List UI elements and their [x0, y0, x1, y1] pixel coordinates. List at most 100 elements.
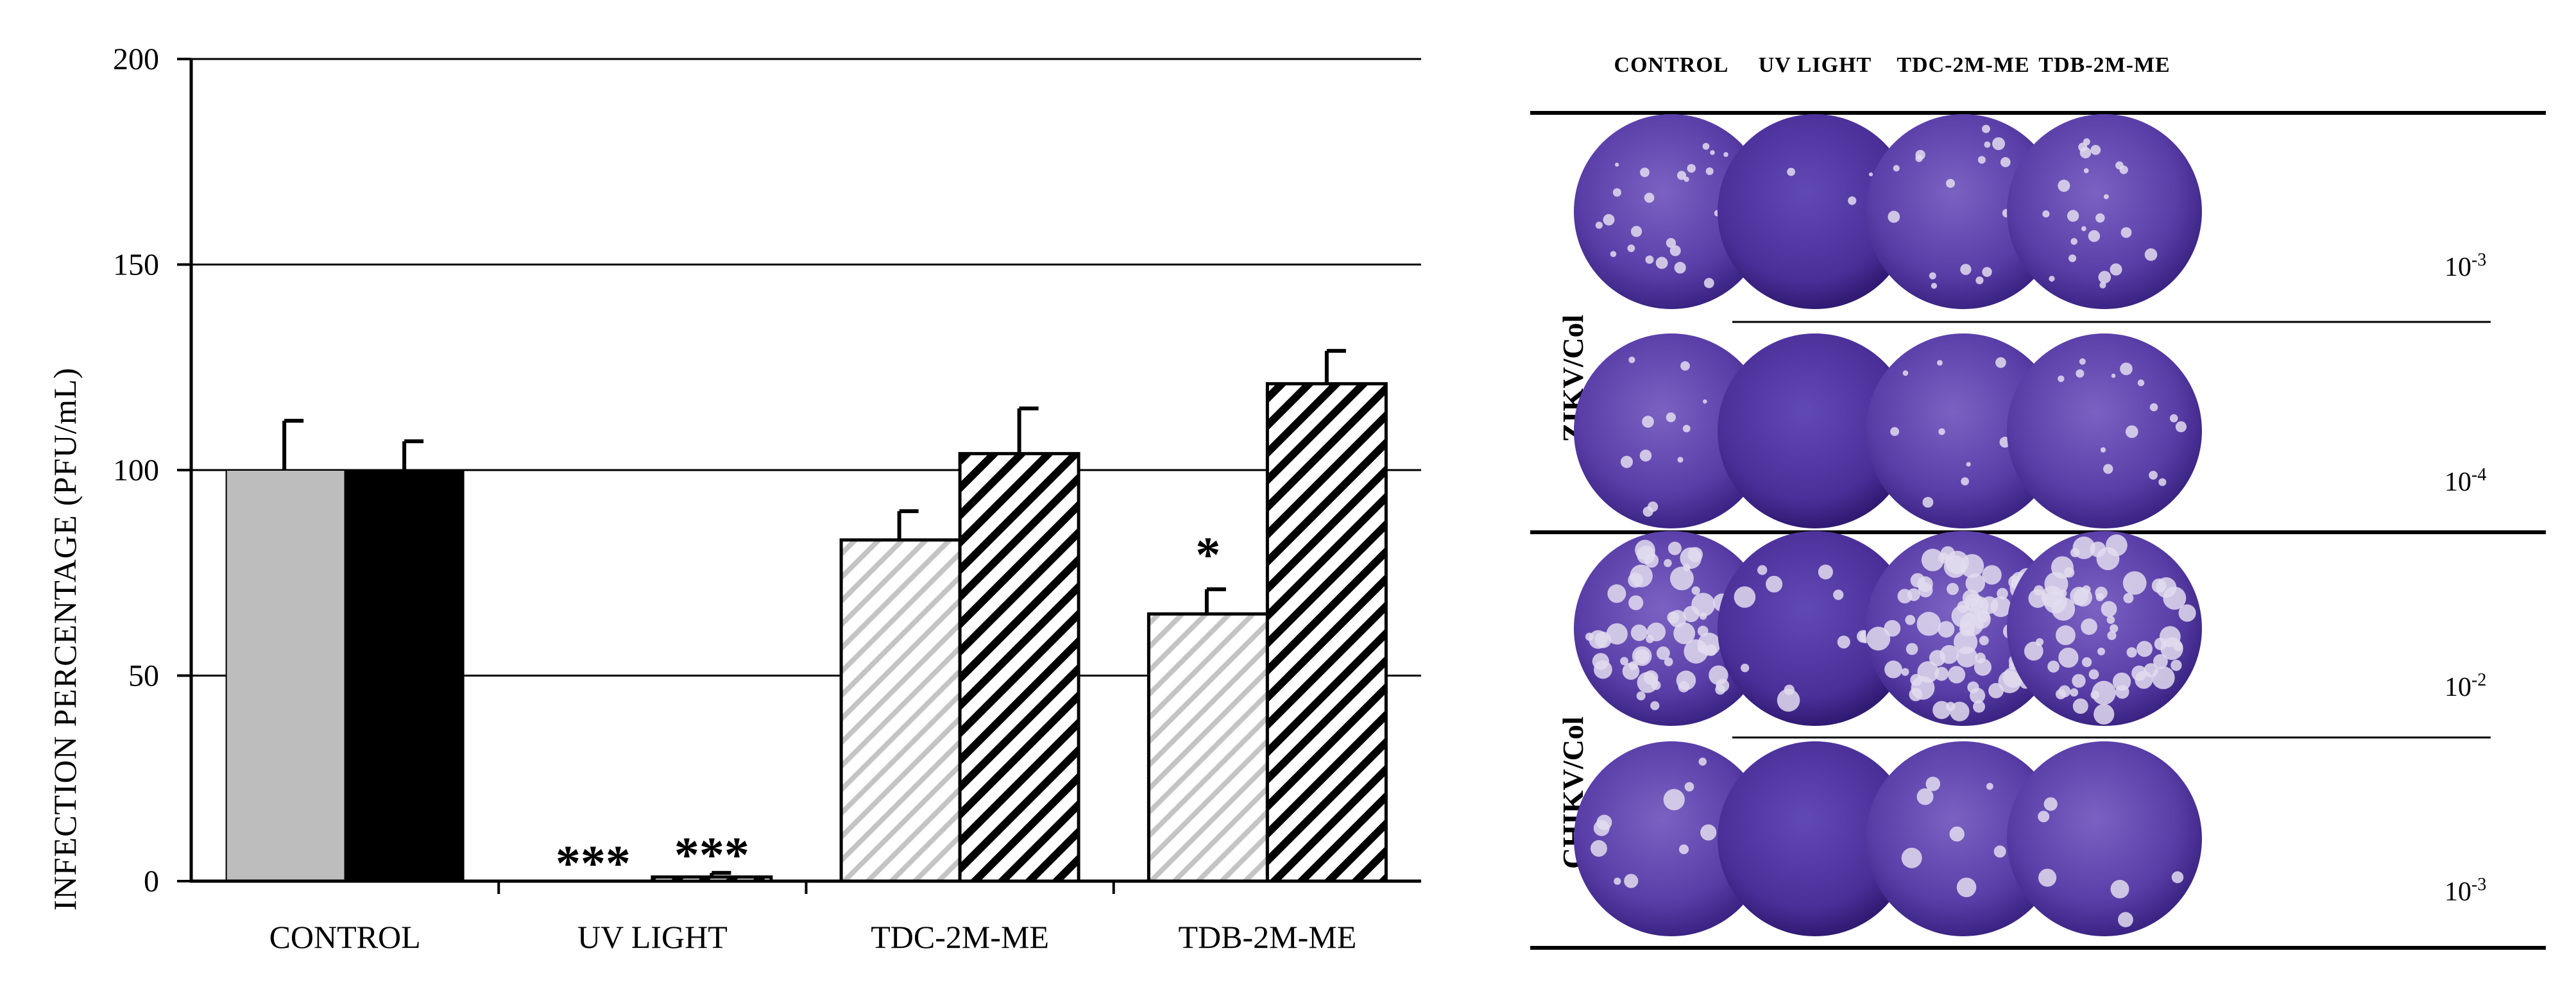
plaque — [2064, 567, 2075, 578]
plaque — [1650, 701, 1660, 711]
plaque — [1784, 684, 1795, 695]
plaque — [1929, 650, 1946, 667]
x-tick-label: CONTROL — [269, 919, 421, 955]
plaque — [1666, 238, 1676, 248]
plaque — [2156, 577, 2177, 598]
plaque — [1630, 226, 1642, 237]
plaque — [1687, 546, 1703, 562]
plaque — [2100, 447, 2106, 453]
plaque — [1959, 621, 1975, 637]
bar-control-zikv-col — [226, 470, 345, 881]
plaque — [1901, 847, 1922, 868]
plaque — [2051, 597, 2076, 621]
plaque — [1868, 172, 1873, 176]
well-disc — [1718, 741, 1913, 936]
y-tick-label: 0 — [144, 864, 159, 898]
plaque — [2094, 703, 2115, 725]
plaque — [1982, 267, 1992, 277]
plaque — [2090, 144, 2101, 155]
plaque — [2137, 379, 2145, 387]
plaque — [2078, 142, 2088, 152]
plaque — [2072, 673, 2086, 688]
plaque — [2125, 425, 2138, 439]
plaque — [1699, 612, 1707, 620]
plaque — [2096, 547, 2120, 571]
well — [2007, 741, 2202, 936]
plaque — [2120, 227, 2132, 238]
plaque — [1946, 178, 1955, 188]
plaque — [2110, 624, 2119, 633]
plaque — [1777, 689, 1800, 712]
plaque — [1884, 661, 1902, 678]
plaque — [1674, 262, 1686, 274]
well — [1574, 333, 1769, 528]
plaque — [2101, 601, 2117, 618]
plaque — [1634, 649, 1650, 664]
plaque — [1610, 251, 1617, 257]
plaque — [1646, 635, 1654, 643]
plaque — [2153, 654, 2168, 669]
plaque — [1683, 564, 1691, 571]
plaque — [1589, 630, 1608, 649]
plaque — [1680, 361, 1690, 371]
plaque — [1668, 541, 1682, 555]
plaque — [1982, 124, 1990, 133]
plaque — [2099, 282, 2106, 289]
plaque — [1956, 646, 1977, 668]
plaque — [1666, 412, 1676, 423]
plaque — [2158, 478, 2167, 486]
plaque — [1697, 632, 1721, 656]
plaque — [2095, 586, 2108, 600]
plaque — [1656, 646, 1670, 660]
plaque — [1833, 589, 1844, 600]
plaque — [1907, 588, 1920, 602]
plaque — [1982, 565, 2002, 585]
bars — [225, 349, 1388, 883]
plaque — [1938, 621, 1955, 638]
y-tick-label: 200 — [113, 42, 159, 76]
plaque — [1949, 826, 1965, 842]
plaque — [1664, 657, 1673, 666]
plaque — [2159, 626, 2181, 648]
y-axis-label: INFECTION PERCENTAGE (PFU/mL) — [47, 367, 83, 911]
plaque — [1655, 257, 1668, 269]
plaque — [1628, 595, 1644, 611]
plaque — [1757, 565, 1768, 575]
plaque — [2097, 647, 2106, 655]
plaque — [2070, 238, 2077, 245]
plaque — [2024, 641, 2043, 661]
well-disc — [1574, 333, 1769, 528]
plaque — [2171, 659, 2182, 671]
plaque — [1709, 665, 1728, 686]
plaque — [1787, 167, 1796, 176]
well — [1574, 531, 1769, 726]
plaque — [1947, 583, 1959, 595]
bar-tdc-2m-me-zikv-col — [839, 538, 962, 883]
plaque — [2072, 698, 2088, 714]
plaque-assay-panel: CONTROL UV LIGHT TDC-2M-ME TDB-2M-ME ZIKV/C… — [1530, 53, 2546, 950]
plaque — [1902, 370, 1909, 376]
plaque — [1622, 662, 1640, 680]
well — [2007, 114, 2202, 309]
plaque — [1984, 141, 1991, 148]
plaque — [1705, 167, 1714, 176]
plaque — [1734, 586, 1756, 608]
plaque — [2038, 811, 2050, 823]
plaque — [2107, 630, 2117, 641]
plaque — [1614, 877, 1621, 885]
well — [1718, 114, 1913, 309]
plaque — [1938, 428, 1945, 435]
plaque — [2088, 669, 2099, 680]
plaque — [1946, 702, 1956, 711]
plaque — [1890, 426, 1900, 436]
well-disc — [1574, 114, 1769, 309]
x-tick-label: TDB-2M-ME — [1178, 919, 1356, 955]
plaque — [2000, 157, 2011, 167]
dilution-labels: 10-3 10-4 10-2 10-3 — [2444, 250, 2486, 907]
plaque — [2083, 168, 2089, 174]
plaque — [1993, 845, 2006, 858]
plaque — [2058, 647, 2079, 668]
plaque — [2038, 868, 2057, 887]
plaque — [2095, 213, 2105, 223]
plaque — [1837, 636, 1850, 649]
